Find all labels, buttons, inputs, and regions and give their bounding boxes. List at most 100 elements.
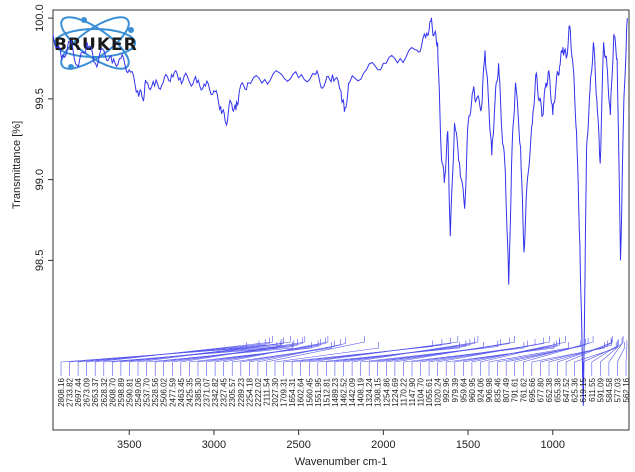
- peak-label: 2477.59: [168, 377, 177, 406]
- peak-label: 906.98: [485, 377, 494, 402]
- peak-label: 591.09: [596, 377, 605, 402]
- peak-label: 1489.23: [331, 377, 340, 406]
- peak-label: 562.16: [622, 377, 631, 402]
- peak-marker: [617, 342, 625, 376]
- peak-marker: [599, 337, 623, 376]
- peak-marker: [360, 342, 484, 376]
- peak-label: 695.66: [528, 377, 537, 402]
- peak-label: 1055.61: [425, 377, 434, 406]
- peak-marker: [514, 337, 589, 376]
- peak-marker: [437, 336, 550, 376]
- peak-label: 2598.89: [117, 377, 126, 406]
- peak-marker: [266, 336, 365, 376]
- plot-frame: [52, 9, 630, 431]
- peak-marker: [522, 336, 594, 376]
- peak-label: 2111.54: [263, 377, 272, 405]
- x-tick-label: 2000: [371, 439, 395, 451]
- peak-marker: [300, 337, 452, 376]
- y-axis: 100.0 99.5 99.0 98.5: [34, 4, 53, 271]
- peak-marker: [454, 340, 557, 376]
- peak-marker: [488, 342, 569, 376]
- peak-label: 1709.31: [280, 377, 289, 406]
- peak-label: 655.38: [554, 377, 563, 402]
- peak-label: 2222.02: [254, 377, 263, 406]
- peak-label: 1104.70: [417, 377, 426, 406]
- x-tick-label: 3500: [117, 439, 141, 451]
- peak-marker: [471, 337, 560, 376]
- peak-label: 1224.69: [391, 377, 400, 406]
- peak-label: 2608.70: [108, 377, 117, 406]
- peak-label: 979.39: [451, 377, 460, 402]
- peak-label: 584.58: [605, 377, 614, 402]
- peak-label: 2653.37: [91, 377, 100, 406]
- peak-label: 1551.95: [314, 377, 323, 406]
- peak-label: 761.62: [519, 377, 528, 402]
- peak-marker: [394, 336, 516, 376]
- peak-marker: [540, 340, 608, 376]
- peak-label: 791.61: [511, 377, 520, 402]
- peak-label: 2808.16: [57, 377, 66, 406]
- peak-marker: [274, 342, 380, 376]
- peak-label: 924.06: [477, 377, 486, 402]
- x-axis: 3500 3000 2500 2000 1500 1000: [117, 430, 565, 451]
- peak-label: 1324.24: [365, 377, 374, 406]
- peak-marker: [137, 336, 291, 376]
- peak-marker: [608, 336, 624, 376]
- peak-label: 2733.82: [66, 377, 75, 406]
- peak-label: 1512.81: [322, 377, 331, 406]
- peak-marker: [206, 339, 321, 376]
- peak-marker: [257, 337, 347, 376]
- peak-label: 2537.70: [143, 377, 152, 406]
- peak-label: 992.96: [442, 377, 451, 402]
- peak-label: 2305.57: [228, 377, 237, 406]
- peak-label: 2697.44: [74, 377, 83, 406]
- peak-label: 2371.07: [203, 377, 212, 406]
- peak-label: 2549.06: [134, 377, 143, 406]
- peak-marker: [557, 337, 612, 376]
- peak-marker: [223, 336, 329, 376]
- peak-label: 677.80: [536, 377, 545, 402]
- peak-marker: [505, 339, 586, 376]
- logo-electron-icon: [68, 64, 74, 70]
- peak-label: 959.64: [459, 377, 468, 402]
- peak-label: 960.95: [468, 377, 477, 402]
- spectrum-line: [52, 17, 628, 406]
- peak-marker: [548, 339, 613, 376]
- x-axis-title: Wavenumber cm-1: [295, 456, 388, 468]
- peak-marker: [351, 336, 479, 376]
- peak-marker: [385, 337, 510, 376]
- x-tick-label: 3000: [202, 439, 226, 451]
- peak-label: 2027.30: [271, 377, 280, 406]
- peak-marker: [462, 339, 560, 376]
- peak-label: 2342.82: [211, 377, 220, 406]
- peak-label: 2506.02: [160, 377, 169, 406]
- peak-label: 1408.19: [357, 377, 366, 406]
- logo-orbit-2: [60, 16, 130, 70]
- peak-label: 2425.35: [185, 377, 194, 406]
- peak-marker: [531, 342, 605, 376]
- logo-orbit-1: [54, 28, 136, 58]
- peak-label: 807.49: [502, 377, 511, 402]
- peak-marker: [308, 336, 459, 376]
- peak-label: 2590.81: [126, 377, 135, 406]
- peak-marker: [428, 337, 544, 376]
- logo-text: BRUKER: [54, 35, 138, 55]
- bruker-logo: BRUKER: [54, 16, 138, 70]
- peak-label: 625.36: [571, 377, 580, 402]
- peak-marker: [249, 339, 341, 376]
- peak-marker: [94, 336, 274, 376]
- peak-label: 1462.52: [340, 377, 349, 406]
- peak-label: 1602.64: [297, 377, 306, 406]
- peak-label: 1170.22: [399, 377, 408, 406]
- peak-marker: [591, 339, 619, 376]
- y-tick-label: 99.5: [34, 88, 46, 109]
- peak-label: 1020.24: [434, 377, 443, 406]
- peak-label: 2673.09: [83, 377, 92, 406]
- peak-label: 652.38: [545, 377, 554, 402]
- peak-label: 2289.23: [237, 377, 246, 406]
- peak-label: 2463.45: [177, 377, 186, 406]
- peak-marker: [497, 340, 581, 376]
- peak-marker: [240, 340, 335, 376]
- logo-nucleus-icon: [81, 17, 87, 23]
- peak-label: 1442.09: [348, 377, 357, 406]
